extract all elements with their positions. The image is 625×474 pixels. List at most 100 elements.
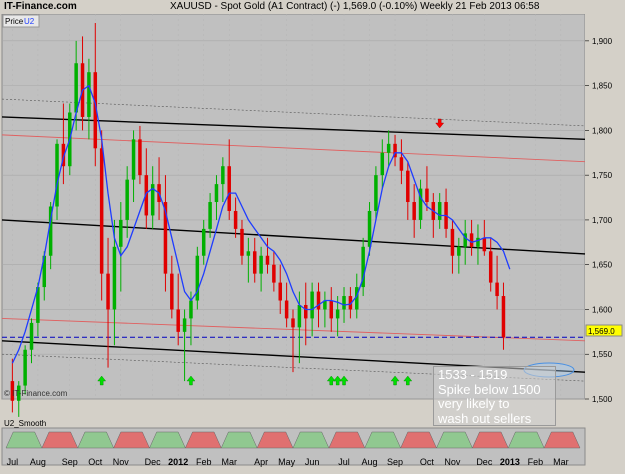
candle-body (240, 228, 244, 256)
candle-body (10, 381, 15, 401)
candle-body (335, 309, 340, 319)
y-tick-label: 1,850 (592, 82, 613, 91)
annotation-line-1: 1533 - 1519 (438, 367, 508, 382)
up-arrow-icon (97, 375, 107, 386)
candle-body (221, 166, 225, 185)
channel-upper_red (1, 134, 586, 163)
candle-body (265, 255, 270, 265)
annotation-line-3: very likely to (438, 396, 510, 411)
current-price-text: 1,569.0 (588, 327, 615, 336)
x-tick-label: Oct (88, 457, 103, 467)
histogram-segment (5, 431, 43, 449)
channel-mid_black (1, 219, 586, 255)
site-name: IT-Finance.com (4, 1, 77, 12)
current-price-marker (585, 324, 623, 337)
indicator-label: U2_Smooth (4, 419, 46, 428)
x-tick-label: Mar (553, 457, 569, 467)
candle-body (457, 246, 461, 256)
candle-body (227, 166, 231, 211)
candle-body (36, 287, 40, 323)
x-tick-label: Jun (305, 457, 320, 467)
candle-body (259, 255, 263, 274)
annotation-line-2: Spike below 1500 (438, 381, 541, 397)
up-arrow-icon (403, 375, 413, 386)
candle-body (342, 296, 346, 310)
candle-body (399, 157, 404, 171)
candle-body (42, 255, 47, 288)
candle-body (233, 210, 238, 229)
candle-body (367, 210, 372, 247)
dotted-line-upper (1, 98, 586, 127)
x-tick-label: Aug (362, 457, 378, 467)
legend-u2: U2 (24, 17, 35, 26)
candle-body (99, 148, 104, 274)
candle-body (348, 296, 353, 310)
candle-body (29, 322, 34, 350)
legend-price: Price (5, 17, 24, 26)
candle-body (380, 152, 385, 176)
x-tick-label: Jul (7, 457, 19, 467)
annotation-box: 1533 - 1519 Spike below 1500 very likely… (433, 366, 556, 426)
candle-body (74, 63, 78, 113)
price-chart[interactable]: 1,500 1,550 1,600 1,650 1,700 1,750 1,800 1,850… (0, 13, 625, 469)
candle-body (304, 304, 308, 319)
up-arrow-icon (390, 375, 400, 386)
x-tick-label: Dec (476, 457, 493, 467)
candle-body (386, 143, 391, 153)
x-axis: Jul Aug Sep Oct Nov Dec 2012 Feb Mar Apr May Jun Jul… (7, 457, 569, 467)
candle-body (316, 291, 321, 310)
chart-area[interactable]: 1,500 1,550 1,600 1,650 1,700 1,750 1,800 1,850… (0, 13, 625, 469)
candle-body (214, 184, 219, 203)
y-tick-label: 1,800 (592, 126, 613, 135)
histogram-segment (184, 431, 222, 449)
candle-body (189, 300, 193, 319)
x-tick-label: May (278, 457, 296, 467)
candle-body (138, 139, 142, 176)
y-axis: 1,500 1,550 1,600 1,650 1,700 1,750 1,800 1,850… (585, 37, 613, 404)
x-tick-label: Jul (338, 457, 350, 467)
histogram-segment (400, 431, 437, 449)
x-tick-label: Mar (221, 457, 237, 467)
x-tick-label: 2013 (500, 457, 520, 467)
candle-body (163, 202, 168, 274)
up-arrow-icon (339, 375, 349, 386)
x-tick-label: Feb (196, 457, 212, 467)
x-tick-label: Sep (62, 457, 78, 467)
signal-arrows (97, 118, 445, 386)
candle-body (374, 175, 378, 211)
candle-body (361, 246, 365, 288)
histogram-segment (364, 431, 402, 449)
candle-body (393, 143, 397, 158)
x-tick-label: Oct (420, 457, 435, 467)
x-tick-label: Nov (444, 457, 461, 467)
candle-body (131, 139, 136, 180)
candle-body (437, 202, 442, 220)
x-tick-label: Sep (387, 457, 403, 467)
copyright-text: © IT-Finance.com (4, 389, 68, 398)
candle-body (48, 206, 53, 256)
candle-body (297, 304, 302, 328)
candle-body (425, 188, 429, 203)
y-tick-label: 1,650 (592, 261, 613, 270)
candle-body (55, 143, 59, 207)
candle-body (176, 309, 180, 332)
candle-body (329, 300, 334, 319)
x-tick-label: Nov (113, 457, 130, 467)
candle-body (501, 296, 506, 338)
histogram-segment (292, 431, 330, 449)
histogram-segment (77, 431, 115, 449)
symbol-info: XAUUSD - Spot Gold (A1 Contract) (-) 1,5… (170, 1, 540, 12)
candle-body (412, 202, 416, 220)
candle-body (195, 255, 200, 301)
candle-body (208, 202, 212, 229)
candle-body (450, 228, 455, 256)
y-tick-label: 1,900 (592, 37, 613, 46)
candle-body (170, 273, 174, 310)
histogram-segment (41, 431, 79, 449)
y-tick-label: 1,550 (592, 350, 613, 359)
candle-body (476, 237, 480, 247)
candle-body (488, 251, 493, 283)
candle-body (310, 291, 314, 319)
candle-body (106, 273, 110, 310)
candle-body (119, 219, 123, 247)
